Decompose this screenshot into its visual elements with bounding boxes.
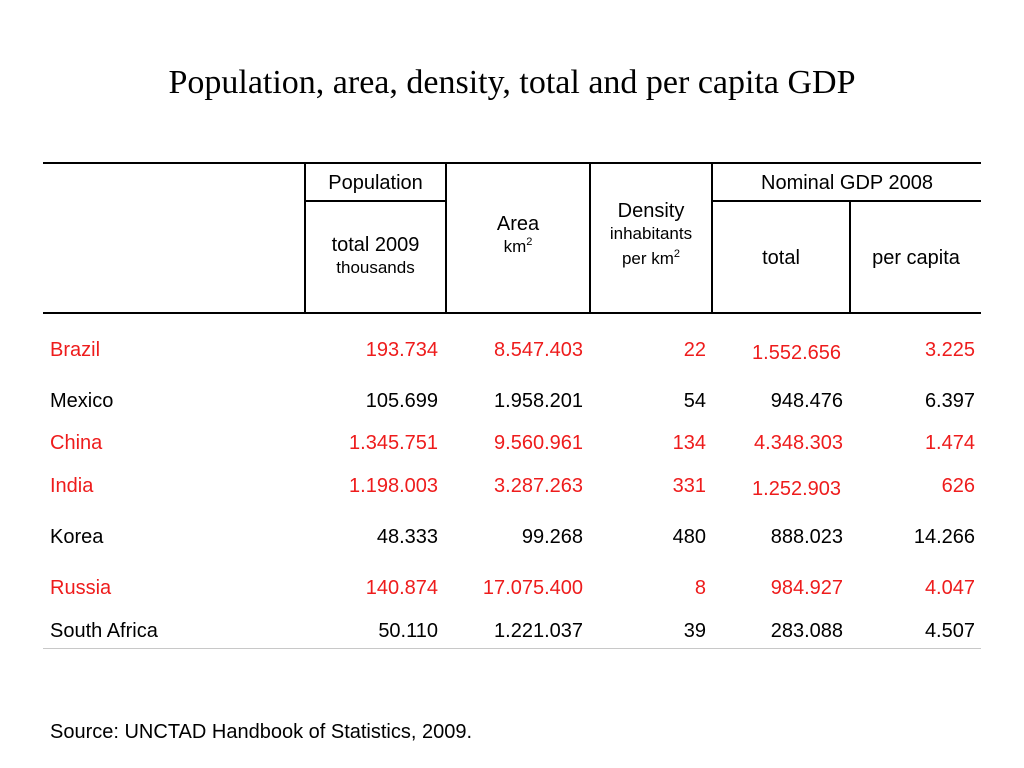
header-divider [711,162,713,314]
slide-title: Population, area, density, total and per… [168,64,856,101]
header-population-total: total 2009 thousands [306,233,445,279]
country-name: Russia [50,577,112,599]
density-value: 22 [683,339,706,361]
table-top-rule [43,162,981,164]
gdp-per-capita-value: 4.507 [924,620,975,642]
gdp-per-capita-value: 6.397 [924,390,975,412]
population-value: 1.345.751 [349,432,438,454]
population-value: 1.198.003 [349,475,438,497]
density-value: 331 [672,475,706,497]
header-mid-rule-population [304,200,446,202]
country-name: China [50,432,103,454]
header-gdp-per-capita: per capita [872,247,960,269]
header-gdp-total: total [762,247,800,269]
header-divider [849,200,851,314]
density-value: 480 [672,526,706,548]
area-value: 3.287.263 [494,475,583,497]
header-density-unit: per km2 [621,248,681,269]
population-value: 105.699 [365,390,438,412]
gdp-per-capita-value: 4.047 [924,577,975,599]
gdp-total-value: 4.348.303 [754,432,843,454]
gdp-total-value: 888.023 [770,526,843,548]
population-value: 193.734 [365,339,438,361]
country-name: Korea [50,526,104,548]
header-divider [304,162,306,314]
density-value: 54 [683,390,706,412]
header-bottom-rule [43,312,981,314]
gdp-total-value: 948.476 [770,390,843,412]
density-value: 8 [694,577,706,599]
density-value: 134 [672,432,706,454]
table-bottom-rule [43,648,981,649]
country-name: Brazil [50,339,101,361]
header-divider [589,162,591,314]
area-value: 8.547.403 [494,339,583,361]
header-mid-rule-gdp [711,200,981,202]
gdp-per-capita-value: 3.225 [924,339,975,361]
header-population: Population [328,172,423,194]
gdp-total-value: 1.552.656 [752,342,841,364]
header-divider [445,162,447,314]
source-note: Source: UNCTAD Handbook of Statistics, 2… [50,721,473,743]
country-name: India [50,475,94,497]
population-value: 140.874 [365,577,438,599]
area-value: 9.560.961 [494,432,583,454]
header-density-unit: inhabitants [609,224,693,243]
header-area-unit: km2 [503,236,533,257]
density-value: 39 [683,620,706,642]
gdp-per-capita-value: 1.474 [924,432,975,454]
area-value: 1.958.201 [494,390,583,412]
country-name: Mexico [50,390,114,412]
gdp-per-capita-value: 626 [941,475,975,497]
gdp-total-value: 1.252.903 [752,478,841,500]
header-density: Density inhabitants per km2 [591,199,711,270]
area-value: 1.221.037 [494,620,583,642]
country-name: South Africa [50,620,158,642]
area-value: 99.268 [521,526,583,548]
header-population-unit: thousands [336,258,415,277]
gdp-total-value: 283.088 [770,620,843,642]
population-value: 48.333 [376,526,438,548]
gdp-per-capita-value: 14.266 [913,526,975,548]
header-gdp: Nominal GDP 2008 [761,172,933,194]
gdp-total-value: 984.927 [770,577,843,599]
population-value: 50.110 [378,620,438,642]
header-area: Area km2 [447,212,589,258]
area-value: 17.075.400 [482,577,583,599]
